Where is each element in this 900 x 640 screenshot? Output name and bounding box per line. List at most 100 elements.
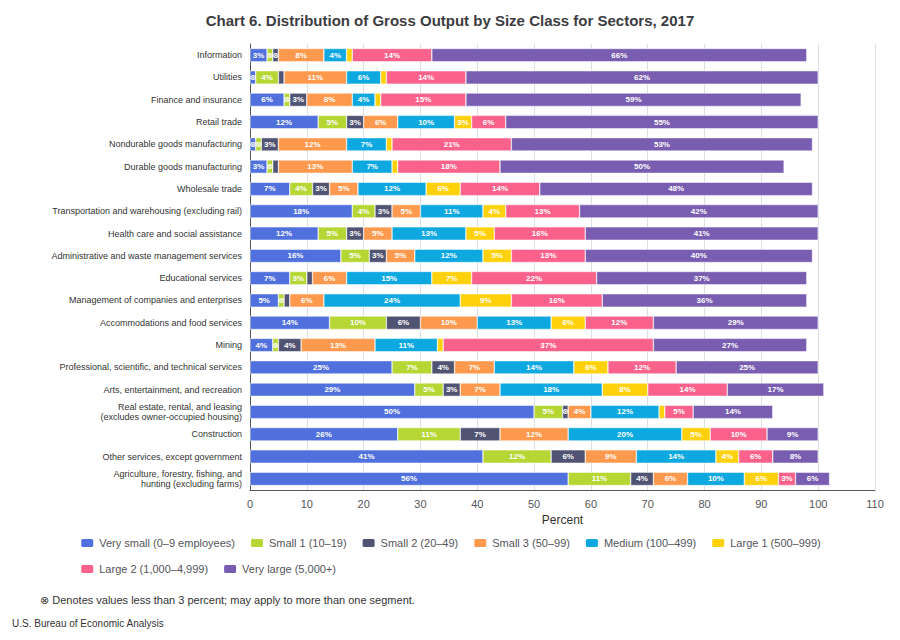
svg-text:7%: 7% xyxy=(474,385,486,394)
svg-text:⊗: ⊗ xyxy=(278,296,285,305)
svg-text:4%: 4% xyxy=(284,341,296,350)
svg-text:20: 20 xyxy=(358,498,370,510)
svg-text:15%: 15% xyxy=(381,274,397,283)
svg-text:6%: 6% xyxy=(562,318,574,327)
svg-text:27%: 27% xyxy=(722,341,738,350)
svg-text:5%: 5% xyxy=(338,184,350,193)
svg-text:5%: 5% xyxy=(372,229,384,238)
svg-text:14%: 14% xyxy=(679,385,695,394)
svg-text:6%: 6% xyxy=(398,318,410,327)
svg-text:7%: 7% xyxy=(264,274,276,283)
svg-text:40: 40 xyxy=(471,498,483,510)
svg-text:37%: 37% xyxy=(540,341,556,350)
svg-text:4%: 4% xyxy=(574,407,586,416)
svg-text:Large 1 (500–999): Large 1 (500–999) xyxy=(730,537,821,549)
svg-text:9%: 9% xyxy=(480,296,492,305)
svg-text:5%: 5% xyxy=(258,296,270,305)
svg-text:56%: 56% xyxy=(401,474,417,483)
svg-text:16%: 16% xyxy=(549,296,565,305)
svg-text:25%: 25% xyxy=(313,363,329,372)
svg-text:10%: 10% xyxy=(418,118,434,127)
svg-text:Medium (100–499): Medium (100–499) xyxy=(604,537,696,549)
svg-text:0: 0 xyxy=(247,498,253,510)
svg-text:6%: 6% xyxy=(585,363,597,372)
svg-text:6%: 6% xyxy=(301,296,313,305)
svg-text:3%: 3% xyxy=(253,51,265,60)
svg-text:50%: 50% xyxy=(634,162,650,171)
svg-text:21%: 21% xyxy=(444,140,460,149)
svg-text:6%: 6% xyxy=(750,452,762,461)
svg-text:12%: 12% xyxy=(304,140,320,149)
svg-text:10%: 10% xyxy=(731,430,747,439)
svg-text:Other services, except governm: Other services, except government xyxy=(102,452,242,462)
svg-text:14%: 14% xyxy=(725,407,741,416)
svg-text:41%: 41% xyxy=(694,229,710,238)
svg-text:Transportation and warehousing: Transportation and warehousing (excludin… xyxy=(52,206,242,216)
svg-text:5%: 5% xyxy=(543,407,555,416)
svg-text:29%: 29% xyxy=(324,385,340,394)
svg-text:13%: 13% xyxy=(421,229,437,238)
svg-text:15%: 15% xyxy=(415,95,431,104)
svg-text:⊗: ⊗ xyxy=(272,51,279,60)
svg-text:Finance and insurance: Finance and insurance xyxy=(151,95,242,105)
svg-text:11%: 11% xyxy=(308,73,324,82)
svg-text:6%: 6% xyxy=(437,184,449,193)
svg-text:3%: 3% xyxy=(446,385,458,394)
svg-text:6%: 6% xyxy=(562,452,574,461)
svg-text:12%: 12% xyxy=(276,229,292,238)
svg-text:10%: 10% xyxy=(708,474,724,483)
svg-text:Administrative and waste manag: Administrative and waste management serv… xyxy=(51,251,242,261)
svg-text:⊗: ⊗ xyxy=(249,73,256,82)
svg-text:110: 110 xyxy=(866,498,884,510)
svg-text:Durable goods manufacturing: Durable goods manufacturing xyxy=(124,162,242,172)
svg-text:Construction: Construction xyxy=(191,429,242,439)
svg-text:Arts, entertainment, and recre: Arts, entertainment, and recreation xyxy=(103,385,242,395)
svg-text:13%: 13% xyxy=(330,341,346,350)
svg-text:4%: 4% xyxy=(489,207,501,216)
svg-text:Percent: Percent xyxy=(542,513,584,527)
svg-text:⊗: ⊗ xyxy=(255,140,262,149)
svg-text:Wholesale trade: Wholesale trade xyxy=(177,184,242,194)
svg-text:14%: 14% xyxy=(492,184,508,193)
svg-text:Small 2 (20–49): Small 2 (20–49) xyxy=(381,537,459,549)
svg-text:100: 100 xyxy=(809,498,827,510)
svg-text:53%: 53% xyxy=(654,140,670,149)
svg-text:3%: 3% xyxy=(264,140,276,149)
svg-text:6%: 6% xyxy=(807,474,819,483)
svg-text:42%: 42% xyxy=(691,207,707,216)
svg-text:Agriculture, forestry, fishing: Agriculture, forestry, fishing, and xyxy=(114,469,242,479)
svg-text:3%: 3% xyxy=(781,474,793,483)
svg-text:11%: 11% xyxy=(444,207,460,216)
svg-text:8%: 8% xyxy=(619,385,631,394)
svg-text:4%: 4% xyxy=(295,184,307,193)
svg-text:5%: 5% xyxy=(690,430,702,439)
svg-text:7%: 7% xyxy=(406,363,418,372)
svg-text:Mining: Mining xyxy=(215,340,242,350)
svg-text:Professional, scientific, and: Professional, scientific, and technical … xyxy=(59,362,242,372)
svg-text:50: 50 xyxy=(528,498,540,510)
svg-text:14%: 14% xyxy=(384,51,400,60)
svg-text:3%: 3% xyxy=(293,274,305,283)
svg-text:10%: 10% xyxy=(350,318,366,327)
svg-text:Accommodations and food servic: Accommodations and food services xyxy=(100,318,243,328)
svg-text:Retail trade: Retail trade xyxy=(196,117,242,127)
svg-text:11%: 11% xyxy=(592,474,608,483)
svg-text:3%: 3% xyxy=(349,118,361,127)
svg-text:18%: 18% xyxy=(293,207,309,216)
svg-text:⊗: ⊗ xyxy=(284,95,291,104)
svg-text:5%: 5% xyxy=(423,385,435,394)
svg-text:6%: 6% xyxy=(483,118,495,127)
svg-text:8%: 8% xyxy=(324,95,336,104)
svg-text:16%: 16% xyxy=(287,251,303,260)
svg-text:Chart 6. Distribution of Gross: Chart 6. Distribution of Gross Output by… xyxy=(206,12,694,29)
svg-text:17%: 17% xyxy=(768,385,784,394)
svg-text:Educational services: Educational services xyxy=(159,273,242,283)
svg-text:24%: 24% xyxy=(384,296,400,305)
svg-text:6%: 6% xyxy=(324,274,336,283)
svg-text:60: 60 xyxy=(585,498,597,510)
svg-text:Very small (0–9 employees): Very small (0–9 employees) xyxy=(99,537,235,549)
svg-text:6%: 6% xyxy=(665,474,677,483)
svg-text:hunting (excluding farms): hunting (excluding farms) xyxy=(141,479,242,489)
svg-text:55%: 55% xyxy=(654,118,670,127)
svg-text:6%: 6% xyxy=(756,474,768,483)
